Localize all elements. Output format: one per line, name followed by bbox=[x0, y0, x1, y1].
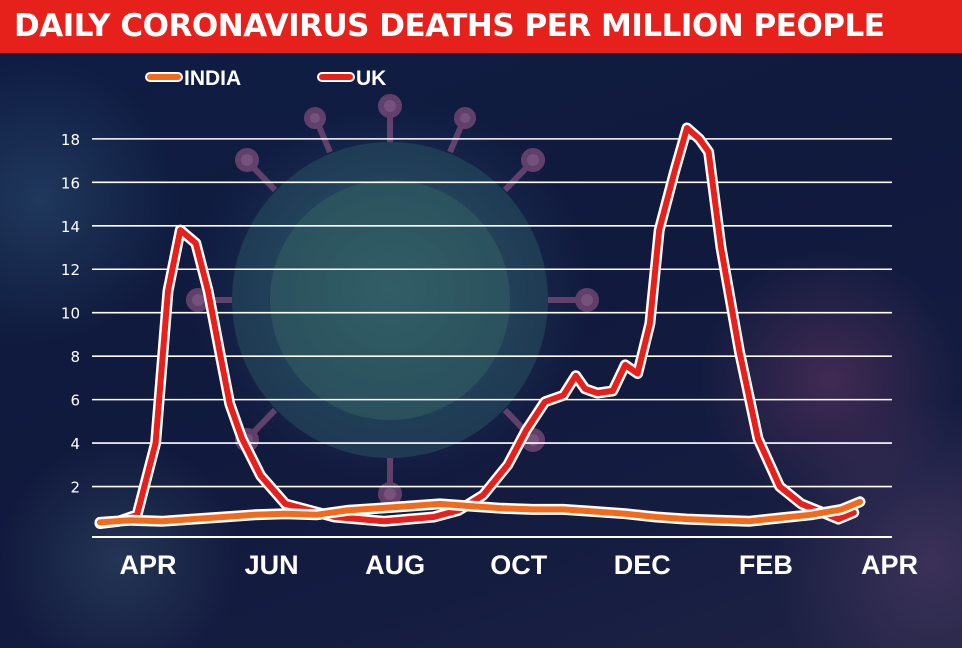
y-tick-label: 14 bbox=[61, 218, 80, 236]
y-axis-ticks: 2 4 6 8 10 12 14 16 18 bbox=[61, 131, 80, 497]
y-tick-label: 10 bbox=[61, 305, 80, 323]
series-line-uk bbox=[97, 125, 857, 527]
legend: INDIA UK bbox=[145, 67, 386, 90]
x-axis-ticks: APR JUN AUG OCT DEC FEB APR bbox=[119, 550, 917, 580]
y-tick-label: 6 bbox=[70, 392, 80, 410]
x-tick-label: JUN bbox=[245, 550, 299, 580]
series-lines bbox=[94, 122, 866, 529]
series-line-india bbox=[97, 498, 863, 526]
y-tick-label: 18 bbox=[61, 131, 80, 149]
legend-label-uk: UK bbox=[356, 67, 386, 90]
x-tick-label: APR bbox=[861, 550, 918, 580]
x-tick-label: APR bbox=[119, 550, 176, 580]
x-tick-label: DEC bbox=[614, 550, 671, 580]
y-tick-label: 2 bbox=[70, 479, 80, 497]
y-tick-label: 8 bbox=[70, 348, 80, 366]
legend-label-india: INDIA bbox=[184, 67, 241, 90]
y-tick-label: 12 bbox=[61, 261, 80, 279]
x-tick-label: OCT bbox=[490, 550, 548, 580]
y-tick-label: 16 bbox=[61, 174, 80, 192]
x-tick-label: FEB bbox=[739, 550, 793, 580]
y-tick-label: 4 bbox=[70, 435, 80, 453]
x-tick-label: AUG bbox=[365, 550, 425, 580]
title-banner bbox=[0, 0, 962, 53]
chart-title: DAILY CORONAVIRUS DEATHS PER MILLION PEO… bbox=[14, 8, 885, 44]
